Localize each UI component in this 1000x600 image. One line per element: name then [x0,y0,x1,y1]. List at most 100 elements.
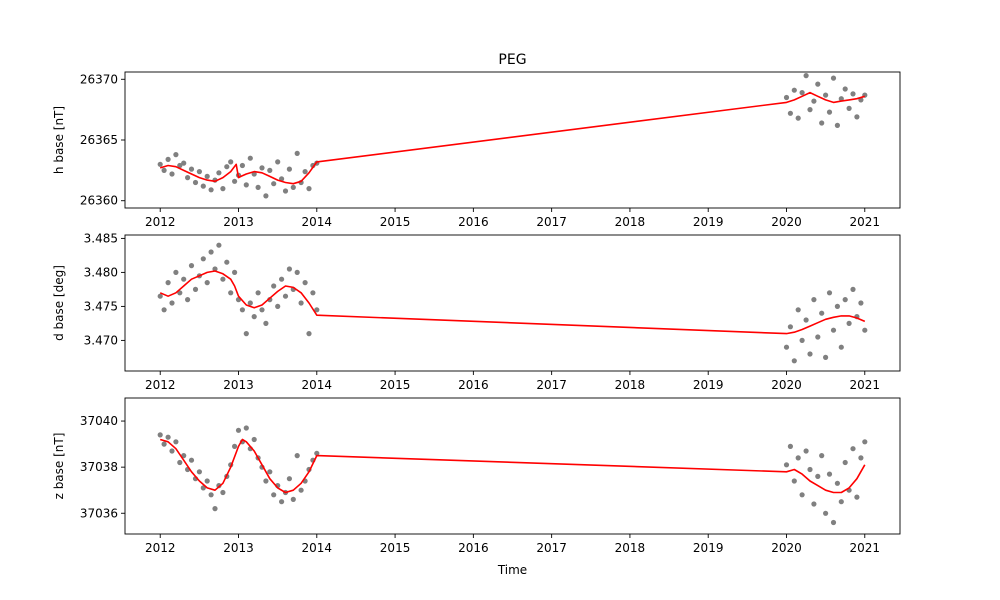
plot-area [157,425,868,526]
data-point [811,501,817,507]
data-point [294,150,300,156]
plot-area [157,73,868,199]
data-point [271,283,277,289]
data-point [306,331,312,337]
x-tick-label: 2018 [615,541,646,555]
panel-2: 2012 2013 2014 2015 2016 2017 2018 2019 2020 2021… [52,231,901,392]
data-point [243,182,249,188]
data-point [263,320,269,326]
data-point [834,122,841,128]
data-point [161,441,167,447]
data-point [298,300,304,306]
data-point [795,115,801,121]
data-point [165,434,171,440]
panel-1: 2012 2013 2014 2015 2016 2017 2018 2019 2020 2021… [52,71,901,229]
data-point [838,344,844,350]
data-point [826,471,833,477]
data-point [220,186,226,192]
data-point [850,446,856,452]
data-point [200,256,206,262]
data-point [298,487,304,493]
x-tick-label: 2019 [693,378,724,392]
x-tick-label: 2017 [536,541,567,555]
y-tick-label: 26370 [80,72,118,86]
x-tick-label: 2019 [693,215,724,229]
data-point [263,478,269,484]
x-tick-label: 2020 [771,541,802,555]
data-point [819,120,825,126]
data-point [815,473,821,479]
data-point [259,307,265,313]
data-point [267,469,273,475]
data-point [247,155,253,161]
data-point [830,75,837,81]
data-point [169,448,175,454]
x-tick-label: 2016 [458,541,489,555]
data-point [846,105,852,111]
data-point [228,159,234,165]
data-point [251,314,257,320]
data-point [842,297,848,303]
data-point [192,179,199,186]
data-point [161,307,167,313]
data-point [177,162,183,169]
data-point [850,286,856,292]
data-point [169,300,175,306]
data-point [791,358,797,364]
data-point [783,462,790,468]
data-point [188,263,195,269]
x-tick-label: 2013 [223,378,254,392]
data-point [854,114,860,120]
data-point [795,455,801,461]
data-point [165,280,171,286]
data-point [826,109,833,115]
x-tick-label: 2020 [771,378,802,392]
data-point [314,450,320,456]
data-point [181,160,187,166]
data-point [220,276,226,282]
x-tick-label: 2016 [458,215,489,229]
data-point [216,242,222,248]
data-point [157,432,163,438]
data-point [302,280,308,286]
data-point [826,290,833,296]
data-point [243,331,249,337]
data-point [232,269,238,275]
data-point [819,310,825,316]
x-tick-label: 2017 [536,378,567,392]
data-point [267,167,273,173]
data-point [302,169,308,175]
data-point [235,427,242,433]
data-point [271,181,277,187]
x-tick-label: 2013 [223,541,254,555]
data-point [196,469,202,475]
x-axis-label: Time [497,563,527,577]
data-point [286,266,292,272]
data-point [259,165,265,171]
data-point [239,162,245,169]
data-point [862,439,868,445]
data-point [188,457,195,463]
x-tick-label: 2012 [145,378,176,392]
x-tick-label: 2012 [145,215,176,229]
data-point [279,276,285,282]
y-tick-label: 3.485 [84,231,118,245]
y-axis-label: z base [nT] [52,433,66,500]
data-point [783,94,790,101]
data-point [823,92,829,98]
x-tick-label: 2020 [771,215,802,229]
data-point [255,290,261,296]
plot-area [157,242,868,364]
data-point [314,307,320,313]
data-point [815,81,821,87]
y-tick-label: 37040 [80,414,118,428]
data-point [799,492,805,498]
data-point [842,86,848,92]
data-point [807,466,813,473]
data-point [161,167,167,173]
data-point [204,173,210,179]
data-point [243,425,249,431]
fit-line [159,270,866,335]
data-point [834,303,841,309]
